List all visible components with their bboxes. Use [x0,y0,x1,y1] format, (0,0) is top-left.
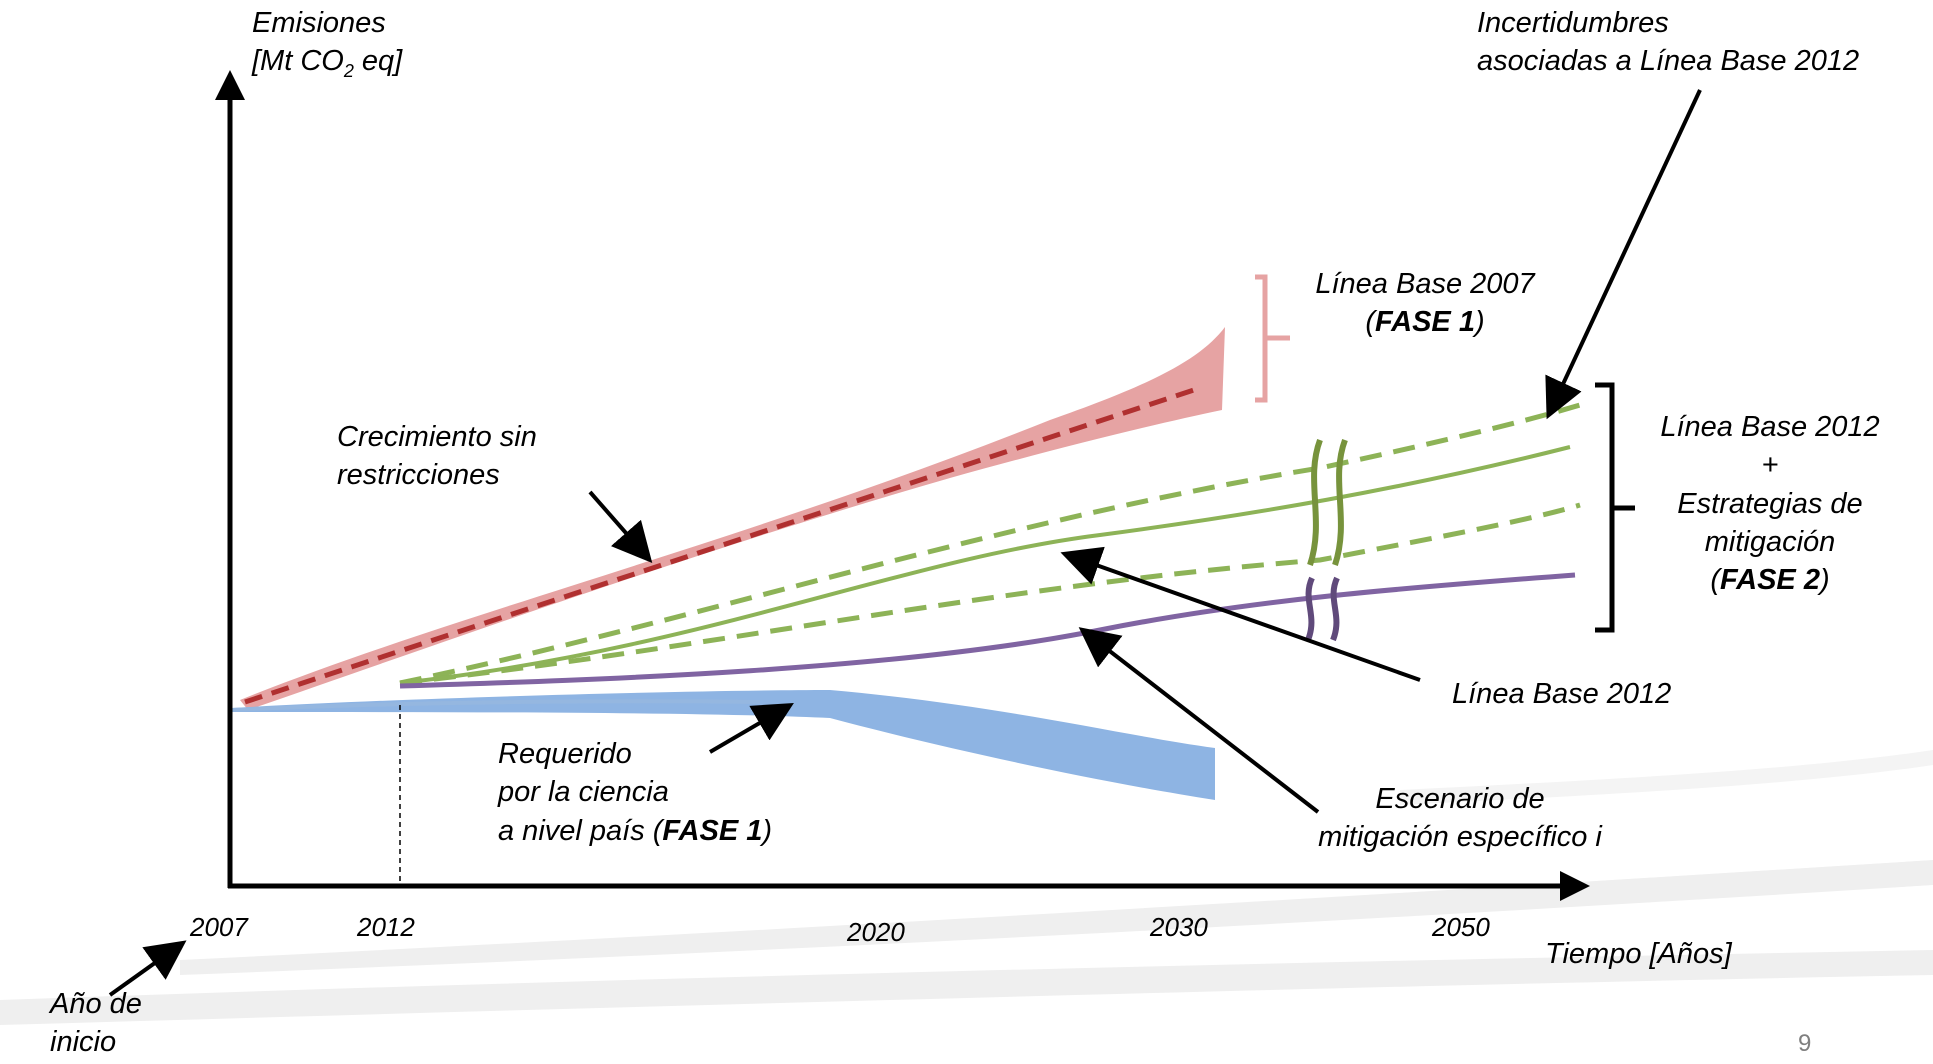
scenario-label: Escenario de mitigación específico i [1318,783,1602,854]
phase2-bracket [1595,382,1635,633]
growth-label: Crecimiento sin restricciones [337,421,537,492]
y-axis-label-line1: Emisiones [252,7,386,39]
tick-label: 2012 [357,912,415,942]
axis-break-marks [1305,438,1348,642]
baseline-2012-line [399,445,1571,685]
baseline-2007-bracket [1255,274,1290,403]
uncertainty-label: Incertidumbres asociadas a Línea Base 20… [1477,7,1860,78]
annotation-arrows [108,89,1702,997]
tick-label: 2020 [847,917,905,947]
science-required-line [231,699,761,712]
science-required-label: Requerido por la ciencia a nivel país (F… [498,738,773,847]
page-number: 9 [1798,1030,1812,1057]
start-year-label: Año de inicio [50,988,142,1059]
tick-label: 2050 [1432,912,1490,942]
baseline-2007-label: Línea Base 2007 (FASE 1) [1315,268,1535,339]
x-axis-label: Tiempo [Años] [1545,938,1732,970]
y-axis-label: Emisiones [Mt CO2 eq] [252,4,402,84]
background-swooshes [0,750,1933,1025]
tick-label: 2007 [190,912,248,942]
y-axis-label-line2: [Mt CO2 eq] [252,45,403,82]
mitigation-scenario-line [399,572,1576,689]
phase2-label: Línea Base 2012 + Estrategias de mitigac… [1660,411,1880,597]
tick-label: 2030 [1150,912,1208,942]
baseline-2007-band [240,327,1225,710]
baseline-2012-uncertainty-lines [399,402,1581,686]
baseline-2012-label: Línea Base 2012 [1452,678,1672,710]
science-required-band [232,690,1215,800]
